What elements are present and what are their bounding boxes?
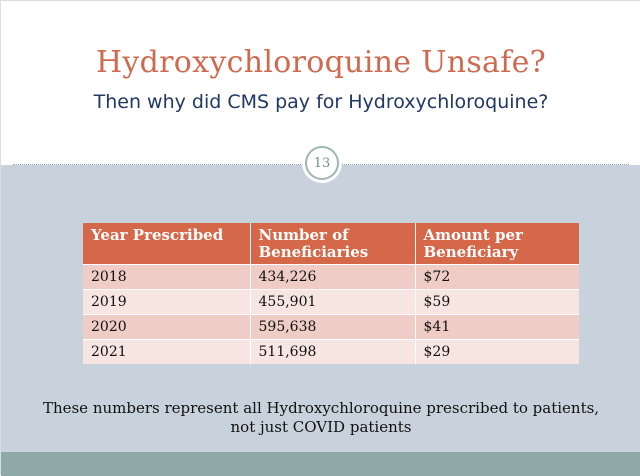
cell-beneficiaries: 434,226 [250, 264, 416, 290]
page-number: 13 [313, 155, 331, 171]
header-amount-per-beneficiary: Amount per Beneficiary [415, 223, 579, 265]
footnote-line-2: not just COVID patients [230, 418, 412, 436]
footnote: These numbers represent all Hydroxychlor… [1, 399, 640, 437]
table-row: 2018 434,226 $72 [83, 264, 579, 290]
cell-amount: $29 [415, 339, 579, 364]
cell-beneficiaries: 455,901 [250, 289, 416, 315]
cell-year: 2018 [83, 264, 251, 290]
beneficiary-table: Year Prescribed Number of Beneficiaries … [83, 223, 579, 364]
cell-year: 2019 [83, 289, 251, 315]
cell-amount: $41 [415, 314, 579, 340]
cell-year: 2020 [83, 314, 251, 340]
table-row: 2020 595,638 $41 [83, 314, 579, 340]
slide-subtitle: Then why did CMS pay for Hydroxychloroqu… [93, 91, 549, 113]
table-row: 2019 455,901 $59 [83, 289, 579, 315]
cell-beneficiaries: 511,698 [250, 339, 416, 364]
page-number-badge: 13 [305, 146, 339, 180]
cell-amount: $72 [415, 264, 579, 290]
footer-bar [1, 452, 640, 476]
footnote-line-1: These numbers represent all Hydroxychlor… [42, 399, 600, 417]
header-year-prescribed: Year Prescribed [83, 223, 251, 265]
slide-title: Hydroxychloroquine Unsafe? [95, 45, 547, 80]
table-header-row: Year Prescribed Number of Beneficiaries … [83, 223, 579, 265]
table-row: 2021 511,698 $29 [83, 339, 579, 364]
cell-beneficiaries: 595,638 [250, 314, 416, 340]
cell-year: 2021 [83, 339, 251, 364]
slide-header-area [1, 1, 640, 166]
header-number-of-beneficiaries: Number of Beneficiaries [250, 223, 416, 265]
cell-amount: $59 [415, 289, 579, 315]
